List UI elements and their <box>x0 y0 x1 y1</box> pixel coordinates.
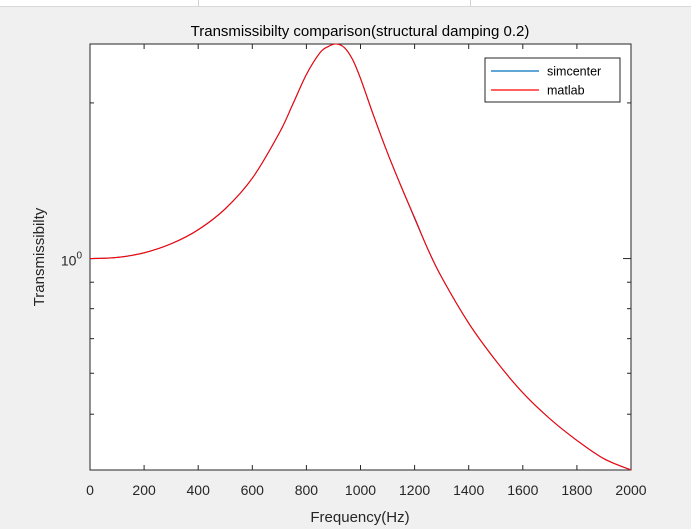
x-tick-label: 200 <box>132 482 156 498</box>
chart-title: Transmissibilty comparison(structural da… <box>191 23 530 40</box>
y-axis-label: Transmissibilty <box>31 207 48 306</box>
series-layer <box>89 43 632 471</box>
series-line-matlab <box>89 43 632 471</box>
figure-toolbar-strip <box>0 0 691 7</box>
y-tick-label-exponent: 0 <box>76 251 82 262</box>
y-tick-label-base: 10 <box>61 253 77 269</box>
toolbar-divider <box>198 0 199 6</box>
legend[interactable]: simcenter matlab <box>484 57 621 103</box>
legend-box <box>484 57 621 103</box>
x-tick-label: 800 <box>295 482 319 498</box>
x-tick-label: 1400 <box>453 482 484 498</box>
plot-area[interactable] <box>89 43 632 471</box>
x-tick-label: 1000 <box>345 482 376 498</box>
legend-label-simcenter: simcenter <box>547 65 601 79</box>
legend-label-matlab: matlab <box>547 84 585 98</box>
toolbar-divider <box>470 0 471 6</box>
x-tick-label: 2000 <box>615 482 646 498</box>
y-tick-label: 100 <box>61 251 83 269</box>
x-tick-label: 1600 <box>507 482 538 498</box>
x-tick-label: 1200 <box>399 482 430 498</box>
x-tick-label: 0 <box>86 482 94 498</box>
x-tick-label: 1800 <box>561 482 592 498</box>
x-tick-label: 400 <box>187 482 211 498</box>
x-axis-label: Frequency(Hz) <box>310 509 409 526</box>
x-tick-label: 600 <box>241 482 265 498</box>
